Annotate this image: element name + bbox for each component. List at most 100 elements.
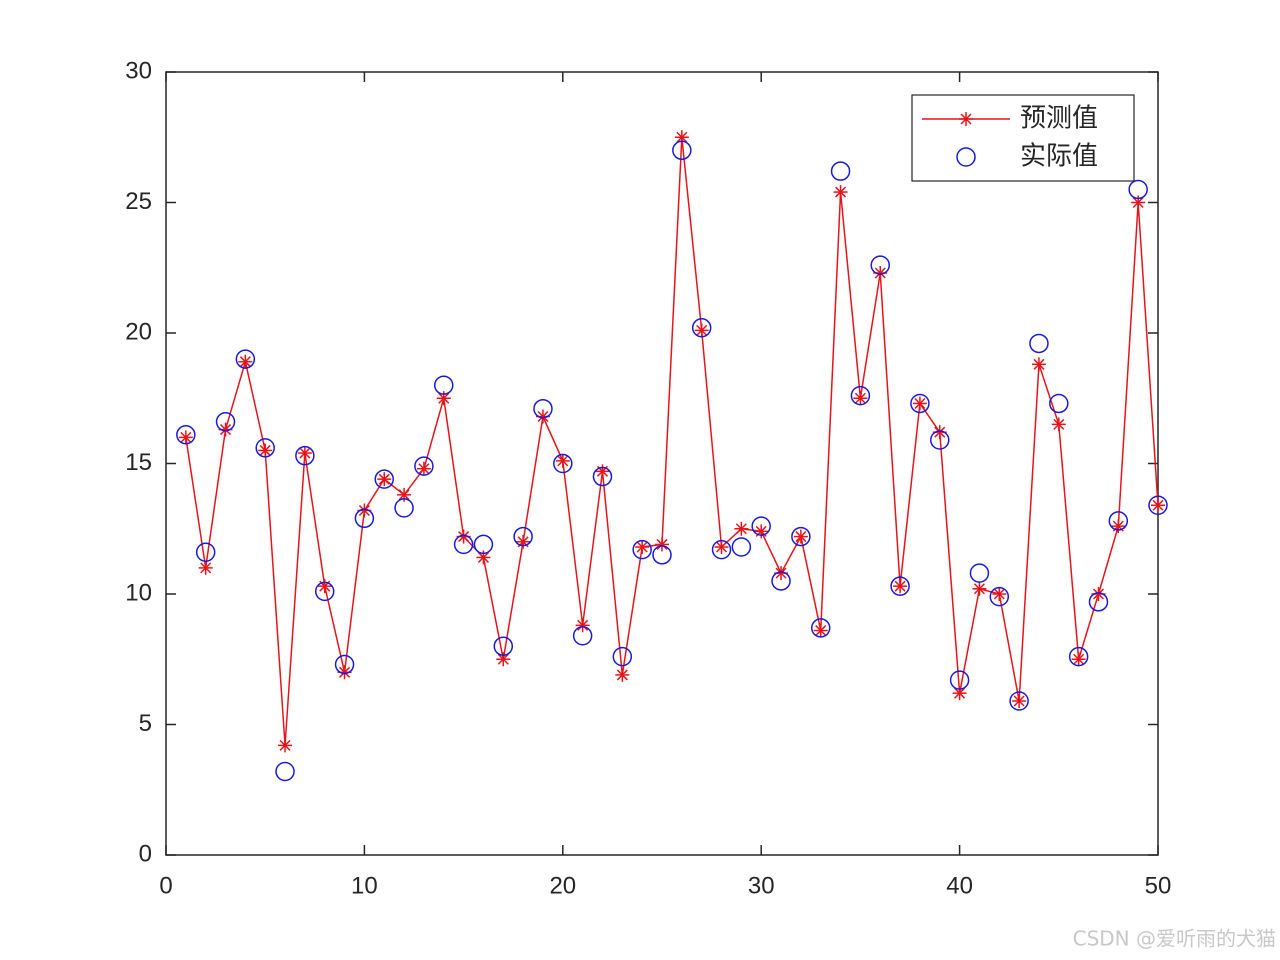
point [1012, 694, 1027, 709]
asterisk-stroke [577, 619, 589, 631]
point [949, 670, 970, 690]
point [751, 516, 771, 536]
asterisk-stroke [299, 447, 311, 459]
point [354, 508, 375, 529]
point [334, 654, 355, 675]
point [810, 618, 831, 638]
point [414, 456, 434, 476]
watermark: CSDN @爱听雨的犬猫 [1073, 927, 1276, 951]
asterisk-stroke [180, 431, 192, 443]
asterisk-stroke [239, 356, 251, 368]
point [635, 540, 650, 555]
point [1148, 495, 1168, 516]
point [890, 576, 910, 596]
point [374, 469, 394, 489]
point [377, 472, 392, 487]
point [870, 255, 890, 275]
asterisk-stroke [954, 687, 966, 699]
x-tick-label: 0 [159, 872, 172, 899]
y-tick-label: 30 [125, 57, 152, 84]
point [238, 354, 253, 369]
point [813, 623, 828, 638]
point [793, 529, 808, 544]
point [989, 586, 1010, 607]
point [912, 396, 927, 411]
point [1071, 652, 1086, 667]
point [1031, 357, 1046, 372]
asterisk-stroke [477, 551, 489, 563]
point [791, 526, 811, 547]
point [575, 618, 590, 633]
point [295, 445, 315, 466]
asterisk-stroke [497, 653, 509, 665]
point [754, 524, 769, 539]
asterisk-stroke [1053, 418, 1065, 430]
asterisk-stroke [775, 567, 787, 579]
legend-marker [956, 147, 976, 167]
asterisk-stroke [339, 666, 351, 678]
point [1111, 519, 1126, 534]
point [215, 411, 236, 432]
legend-marker [959, 112, 973, 126]
asterisk-stroke [219, 424, 232, 436]
asterisk-stroke [835, 186, 847, 198]
asterisk-stroke [656, 538, 668, 550]
asterisk-stroke [1132, 196, 1144, 209]
asterisk-stroke [934, 426, 946, 438]
point [615, 667, 630, 682]
point [416, 461, 431, 476]
x-tick-label: 30 [748, 872, 775, 899]
asterisk-stroke [279, 739, 291, 751]
asterisk-stroke [636, 541, 648, 553]
point [694, 323, 709, 338]
point [1128, 179, 1148, 200]
asterisk-stroke [557, 455, 569, 467]
point [572, 626, 593, 646]
point [533, 398, 553, 419]
x-tick-label: 10 [351, 872, 378, 899]
point [652, 545, 672, 565]
asterisk-stroke [815, 625, 827, 637]
asterisk-stroke [696, 324, 708, 336]
point [1151, 498, 1165, 513]
point [1029, 333, 1049, 354]
asterisk-stroke [537, 410, 549, 423]
point [1049, 393, 1069, 414]
point [893, 579, 908, 594]
point [258, 443, 273, 458]
x-tick-label: 40 [946, 872, 973, 899]
point [910, 393, 930, 414]
asterisk-stroke [874, 267, 886, 279]
point [595, 464, 610, 479]
point [853, 391, 868, 406]
asterisk-stroke [1073, 653, 1085, 665]
point [513, 526, 533, 547]
asterisk-stroke [358, 504, 370, 517]
asterisk-stroke [259, 444, 271, 456]
point [1051, 417, 1066, 432]
asterisk-stroke [200, 562, 212, 574]
point [992, 587, 1007, 601]
y-tick-label: 15 [125, 449, 152, 476]
y-tick-label: 0 [139, 840, 152, 867]
point [612, 646, 633, 667]
point [672, 140, 692, 161]
asterisk-stroke [438, 392, 450, 404]
legend-box [911, 94, 1135, 182]
asterisk-stroke [735, 523, 747, 535]
series-line [185, 137, 1159, 746]
x-tick-label: 20 [549, 872, 576, 899]
point [397, 487, 412, 502]
point [317, 579, 332, 594]
point [734, 521, 749, 536]
point [711, 539, 732, 560]
y-tick-label: 25 [125, 188, 152, 215]
point [297, 446, 312, 461]
point [972, 581, 987, 596]
point [555, 453, 570, 468]
y-tick-label: 20 [125, 318, 152, 345]
point [714, 540, 729, 555]
point [830, 161, 851, 181]
point [1108, 511, 1129, 531]
